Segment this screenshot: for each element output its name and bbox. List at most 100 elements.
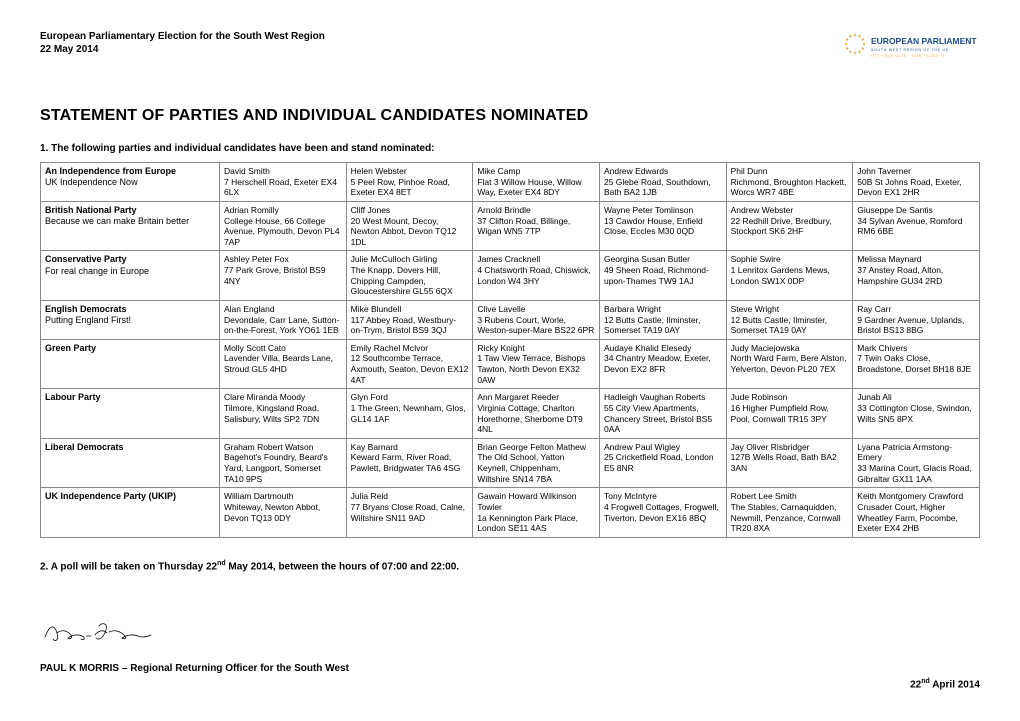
candidate-address: Flat 3 Willow House, Willow Way, Exeter … <box>477 177 595 198</box>
candidate-name: Adrian Romilly <box>224 205 342 216</box>
table-row: An Independence from EuropeUK Independen… <box>41 163 980 202</box>
candidate-name: Wayne Peter Tomlinson <box>604 205 722 216</box>
table-row: Liberal Democrats Graham Robert WatsonBag… <box>41 438 980 488</box>
party-cell: Green Party <box>41 339 220 389</box>
party-cell: Labour Party <box>41 389 220 439</box>
candidate-cell: Barbara Wright12 Butts Castle, Ilminster… <box>599 300 726 339</box>
candidate-cell: Tony McIntyre4 Frogwell Cottages, Frogwe… <box>599 488 726 538</box>
candidate-cell: Phil DunnRichmond, Broughton Hackett, Wo… <box>726 163 853 202</box>
candidate-address: 12 Butts Castle, Ilminster, Somerset TA1… <box>604 315 722 336</box>
party-name: Green Party <box>45 343 215 354</box>
candidate-cell: Mike Blundell117 Abbey Road, Westbury-on… <box>346 300 473 339</box>
candidate-cell: Judy MaciejowskaNorth Ward Farm, Bere Al… <box>726 339 853 389</box>
candidate-name: Audaye Khalid Elesedy <box>604 343 722 354</box>
candidate-cell: Mike CampFlat 3 Willow House, Willow Way… <box>473 163 600 202</box>
candidate-cell: Adrian RomillyCollege House, 66 College … <box>220 201 347 251</box>
candidate-name: Arnold Brindle <box>477 205 595 216</box>
candidate-name: Alan England <box>224 304 342 315</box>
candidate-address: 12 Butts Castle, Ilminster, Somerset TA1… <box>731 315 849 336</box>
candidate-address: 12 Southcombe Terrace, Axmouth, Seaton, … <box>351 353 469 385</box>
party-slogan: For real change in Europe <box>45 266 215 277</box>
party-cell: Conservative PartyFor real change in Eur… <box>41 251 220 301</box>
candidate-name: Judy Maciejowska <box>731 343 849 354</box>
candidate-name: Cliff Jones <box>351 205 469 216</box>
candidate-name: Robert Lee Smith <box>731 491 849 502</box>
candidate-cell: Robert Lee SmithThe Stables, Carnaquidde… <box>726 488 853 538</box>
candidate-address: 117 Abbey Road, Westbury-on-Trym, Bristo… <box>351 315 469 336</box>
candidate-cell: Emily Rachel McIvor12 Southcombe Terrace… <box>346 339 473 389</box>
candidate-name: Clive Lavelle <box>477 304 595 315</box>
party-name: UK Independence Party (UKIP) <box>45 491 215 502</box>
candidate-name: Georgina Susan Butler <box>604 254 722 265</box>
party-cell: UK Independence Party (UKIP) <box>41 488 220 538</box>
candidate-name: Gawain Howard Wilkinson Towler <box>477 491 595 512</box>
candidate-address: 22 Redhill Drive, Bredbury, Stockport SK… <box>731 216 849 237</box>
candidate-cell: Julie McCulloch GirlingThe Knapp, Dovers… <box>346 251 473 301</box>
candidate-address: The Stables, Carnaquidden, Newmill, Penz… <box>731 502 849 534</box>
candidate-address: 127B Wells Road, Bath BA2 3AN <box>731 452 849 473</box>
candidate-cell: Andrew Paul Wigley25 Cricketfield Road, … <box>599 438 726 488</box>
candidate-address: 34 Chantry Meadow, Exeter, Devon EX2 8FR <box>604 353 722 374</box>
doc-date: 22nd April 2014 <box>40 678 980 690</box>
candidate-address: 7 Twin Oaks Close, Broadstone, Dorset BH… <box>857 353 975 374</box>
candidate-cell: Julia Reid77 Bryans Close Road, Calne, W… <box>346 488 473 538</box>
candidate-cell: Georgina Susan Butler49 Sheen Road, Rich… <box>599 251 726 301</box>
candidate-name: Mike Camp <box>477 166 595 177</box>
candidate-address: 37 Anstey Road, Alton, Hampshire GU34 2R… <box>857 265 975 286</box>
candidate-cell: Cliff Jones20 West Mount, Decoy, Newton … <box>346 201 473 251</box>
party-name: English Democrats <box>45 304 215 315</box>
logo-sub1: SOUTH WEST REGION OF THE UK <box>871 48 949 52</box>
candidate-cell: Hadleigh Vaughan Roberts55 City View Apa… <box>599 389 726 439</box>
candidate-address: 33 Cottington Close, Swindon, Wilts SN5 … <box>857 403 975 424</box>
candidate-cell: Steve Wright12 Butts Castle, Ilminster, … <box>726 300 853 339</box>
party-cell: Liberal Democrats <box>41 438 220 488</box>
candidate-address: 4 Chatsworth Road, Chiswick, London W4 3… <box>477 265 595 286</box>
table-row: Labour Party Clare Miranda MoodyTilmore, … <box>41 389 980 439</box>
candidate-cell: Ashley Peter Fox77 Park Grove, Bristol B… <box>220 251 347 301</box>
party-name: Liberal Democrats <box>45 442 215 453</box>
candidate-name: Keith Montgomery Crawford <box>857 491 975 502</box>
header-line1: European Parliamentary Election for the … <box>40 30 325 43</box>
candidate-cell: Kay BarnardKeward Farm, River Road, Pawl… <box>346 438 473 488</box>
candidate-name: Julia Reid <box>351 491 469 502</box>
candidate-cell: Ricky Knight1 Taw View Terrace, Bishops … <box>473 339 600 389</box>
party-slogan: Because we can make Britain better <box>45 216 215 227</box>
page-title: STATEMENT OF PARTIES AND INDIVIDUAL CAND… <box>40 107 980 125</box>
candidate-cell: Jude Robinson16 Higher Pumpfield Row, Po… <box>726 389 853 439</box>
candidate-address: 3 Rubens Court, Worle, Weston-super-Mare… <box>477 315 595 336</box>
candidate-cell: Clare Miranda MoodyTilmore, Kingsland Ro… <box>220 389 347 439</box>
header-line2: 22 May 2014 <box>40 43 325 56</box>
candidate-cell: William DartmouthWhiteway, Newton Abbot,… <box>220 488 347 538</box>
candidate-address: 55 City View Apartments, Chancery Street… <box>604 403 722 435</box>
candidate-name: Andrew Webster <box>731 205 849 216</box>
candidate-name: Junab Ali <box>857 392 975 403</box>
candidate-name: Lyana Patricia Armstong-Emery <box>857 442 975 463</box>
candidate-name: Kay Barnard <box>351 442 469 453</box>
candidate-address: The Knapp, Dovers Hill, Chipping Campden… <box>351 265 469 297</box>
candidate-name: Jude Robinson <box>731 392 849 403</box>
candidate-cell: Jay Oliver Risbridger127B Wells Road, Ba… <box>726 438 853 488</box>
candidate-address: 9 Gardner Avenue, Uplands, Bristol BS13 … <box>857 315 975 336</box>
candidate-address: 37 Clifton Road, Billinge, Wigan WN5 7TP <box>477 216 595 237</box>
candidate-name: Steve Wright <box>731 304 849 315</box>
candidate-name: Andrew Edwards <box>604 166 722 177</box>
candidate-name: Molly Scott Cato <box>224 343 342 354</box>
candidate-cell: Ann Margaret ReederVirginia Cottage, Cha… <box>473 389 600 439</box>
candidate-address: 25 Glebe Road, Southdown, Bath BA2 1JB <box>604 177 722 198</box>
candidate-address: Whiteway, Newton Abbot, Devon TQ13 0DY <box>224 502 342 523</box>
candidate-address: 49 Sheen Road, Richmond-upon-Thames TW9 … <box>604 265 722 286</box>
signature <box>40 612 980 655</box>
candidate-cell: Andrew Edwards25 Glebe Road, Southdown, … <box>599 163 726 202</box>
party-name: Labour Party <box>45 392 215 403</box>
candidate-name: Brian George Felton Mathew <box>477 442 595 453</box>
candidate-address: 13 Cawdor House, Enfield Close, Eccles M… <box>604 216 722 237</box>
candidate-name: Emily Rachel McIvor <box>351 343 469 354</box>
candidate-address: 7 Herschell Road, Exeter EX4 6LX <box>224 177 342 198</box>
candidate-name: Sophie Swire <box>731 254 849 265</box>
candidate-address: Virginia Cottage, Charlton Horethorne, S… <box>477 403 595 435</box>
candidate-cell: Graham Robert WatsonBagehot's Foundry, B… <box>220 438 347 488</box>
candidate-name: Phil Dunn <box>731 166 849 177</box>
candidate-address: Bagehot's Foundry, Beard's Yard, Langpor… <box>224 452 342 484</box>
candidate-cell: Andrew Webster22 Redhill Drive, Bredbury… <box>726 201 853 251</box>
candidate-cell: Giuseppe De Santis34 Sylvan Avenue, Romf… <box>853 201 980 251</box>
